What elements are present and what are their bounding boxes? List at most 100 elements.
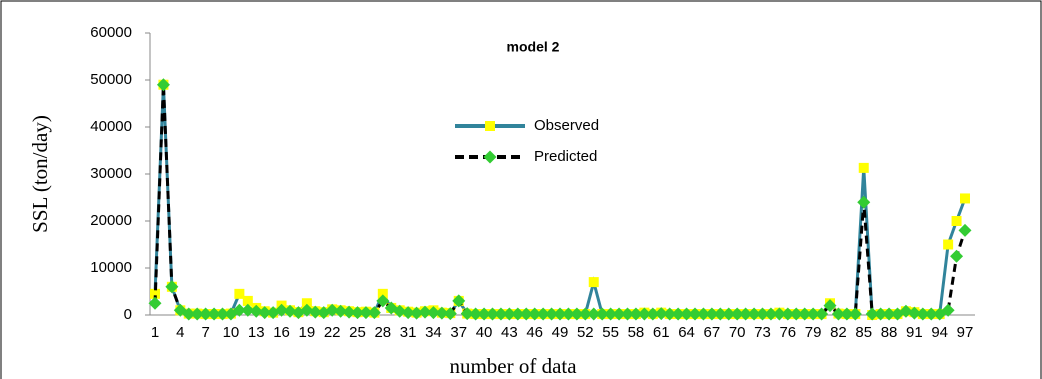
data-point (486, 307, 499, 321)
x-tick-label: 91 (906, 324, 923, 341)
data-point (688, 307, 702, 321)
data-point (730, 307, 744, 321)
x-tick-label: 43 (501, 324, 518, 341)
x-axis-label: number of data (449, 354, 577, 378)
data-point (469, 307, 483, 321)
data-point (156, 78, 170, 92)
data-point (301, 298, 312, 309)
data-point (148, 296, 162, 310)
data-point (275, 303, 289, 317)
x-tick-label: 73 (754, 324, 771, 341)
x-tick-label: 88 (881, 324, 898, 341)
data-point (806, 307, 820, 321)
data-point (393, 304, 407, 318)
data-point (756, 307, 769, 321)
data-point (452, 294, 466, 308)
data-point (747, 307, 761, 321)
data-point (663, 307, 677, 321)
x-tick-label: 55 (602, 324, 619, 341)
data-point (570, 307, 584, 321)
legend-marker (483, 150, 497, 164)
data-point (545, 307, 559, 321)
data-point (781, 307, 795, 321)
data-point (865, 307, 879, 321)
data-point (943, 239, 954, 250)
data-point (739, 307, 753, 321)
data-point (907, 306, 921, 320)
data-point (418, 305, 432, 319)
x-tick-label: 25 (349, 324, 366, 341)
x-tick-label: 82 (830, 324, 847, 341)
data-point (359, 306, 373, 320)
x-tick-label: 34 (425, 324, 442, 341)
x-tick-label: 46 (526, 324, 543, 341)
x-tick-label: 4 (176, 324, 184, 341)
y-axis-label: SSL (ton/day) (28, 115, 52, 233)
x-tick-label: 37 (450, 324, 467, 341)
data-point (308, 305, 322, 319)
data-point (325, 303, 339, 317)
data-point (823, 299, 837, 313)
data-point (502, 307, 516, 321)
data-point (764, 307, 778, 321)
x-tick-label: 79 (805, 324, 822, 341)
data-point (604, 307, 618, 321)
x-tick-label: 67 (704, 324, 721, 341)
data-point (713, 307, 727, 321)
data-point (772, 307, 786, 321)
data-point (840, 307, 854, 321)
data-point (621, 307, 634, 321)
y-tick-label: 0 (124, 306, 132, 323)
data-point (477, 307, 491, 321)
legend-marker (485, 121, 495, 131)
data-point (536, 307, 550, 321)
x-tick-label: 7 (201, 324, 209, 341)
data-point (553, 307, 567, 321)
data-point (216, 307, 229, 321)
y-tick-label: 10000 (90, 259, 132, 276)
data-point (207, 307, 221, 321)
data-point (789, 307, 803, 321)
data-point (941, 303, 955, 317)
data-point (646, 307, 660, 321)
data-point (798, 307, 812, 321)
x-tick-label: 31 (400, 324, 417, 341)
data-point (815, 307, 829, 321)
data-point (958, 223, 972, 237)
data-point (951, 216, 962, 226)
data-point (654, 307, 668, 321)
data-point (899, 304, 913, 318)
x-tick-label: 94 (931, 324, 948, 341)
data-point (858, 162, 869, 173)
x-tick-label: 13 (248, 324, 265, 341)
x-tick-label: 19 (299, 324, 316, 341)
y-tick-label: 40000 (90, 118, 132, 135)
data-point (460, 307, 474, 321)
legend-label: Predicted (534, 148, 597, 165)
y-tick-label: 30000 (90, 165, 132, 182)
data-point (924, 307, 938, 321)
data-point (950, 249, 964, 263)
data-point (199, 307, 213, 321)
data-point (705, 307, 719, 321)
data-point (671, 307, 685, 321)
data-point (242, 295, 253, 306)
x-tick-label: 64 (678, 324, 695, 341)
data-point (857, 195, 871, 209)
data-point (426, 306, 440, 320)
data-point (232, 303, 246, 317)
x-tick-label: 28 (374, 324, 391, 341)
data-point (376, 294, 390, 308)
data-point (519, 307, 533, 321)
legend-label: Observed (534, 117, 599, 134)
data-point (874, 307, 888, 321)
data-point (182, 307, 196, 321)
data-point (300, 303, 314, 317)
data-point (722, 307, 736, 321)
data-point (612, 307, 626, 321)
x-tick-label: 58 (628, 324, 645, 341)
data-point (637, 307, 651, 321)
